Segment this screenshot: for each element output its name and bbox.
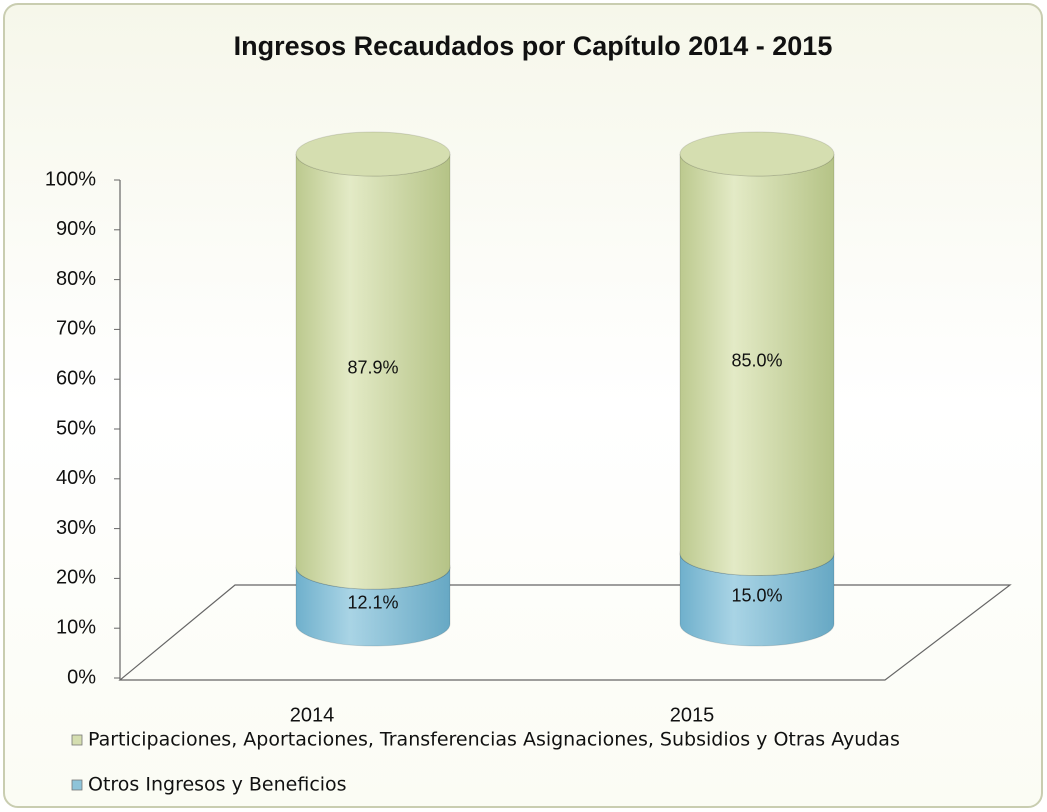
y-tick-label: 20% xyxy=(56,567,96,589)
x-tick-label: 2015 xyxy=(670,704,715,726)
x-tick-label: 2014 xyxy=(290,704,335,726)
y-tick-label: 100% xyxy=(45,168,96,190)
y-tick-label: 90% xyxy=(56,218,96,240)
data-label: 87.9% xyxy=(347,357,398,377)
chart-background xyxy=(3,3,1043,808)
cylinder-cap xyxy=(295,131,451,177)
y-tick-label: 70% xyxy=(56,318,96,340)
y-tick-label: 0% xyxy=(67,666,96,688)
y-tick-label: 50% xyxy=(56,417,96,439)
legend-label: Otros Ingresos y Beneficios xyxy=(88,774,347,796)
cylinder-cap xyxy=(679,131,835,177)
legend-swatch xyxy=(71,779,83,791)
y-tick-label: 80% xyxy=(56,268,96,290)
y-tick-label: 60% xyxy=(56,367,96,389)
legend-swatch xyxy=(71,734,83,746)
data-label: 15.0% xyxy=(731,586,782,606)
y-tick-label: 30% xyxy=(56,517,96,539)
floor-plane xyxy=(118,584,1012,681)
y-tick-label: 40% xyxy=(56,467,96,489)
data-label: 85.0% xyxy=(731,351,782,371)
y-tick-label: 10% xyxy=(56,616,96,638)
legend-label: Participaciones, Aportaciones, Transfere… xyxy=(88,729,900,751)
data-label: 12.1% xyxy=(347,592,398,612)
chart-title: Ingresos Recaudados por Capítulo 2014 - … xyxy=(234,31,833,61)
